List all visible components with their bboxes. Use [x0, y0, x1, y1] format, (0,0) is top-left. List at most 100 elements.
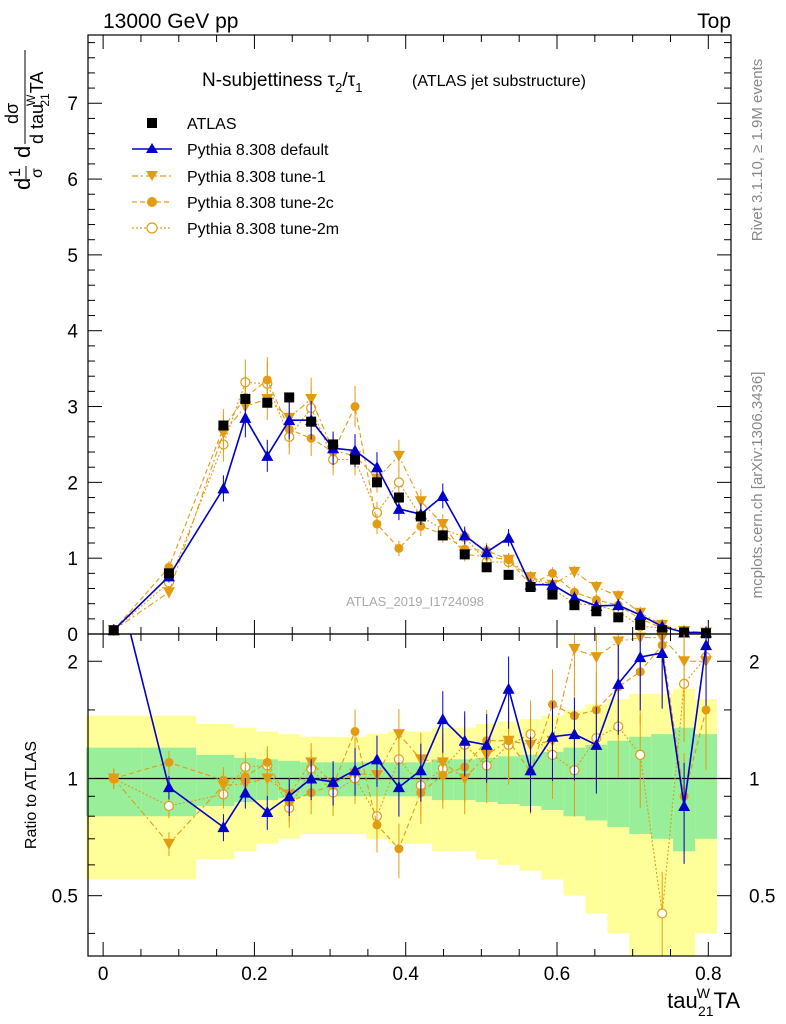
- svg-text:d tauW21TA: d tauW21TA: [24, 72, 52, 144]
- title-tail: (ATLAS jet substructure): [412, 73, 586, 90]
- ylabel-frac1-den: σ: [29, 168, 46, 178]
- ratio-point-tune2c-1: [164, 757, 174, 767]
- ylabel-frac1-num: 1: [7, 168, 24, 177]
- x-tick-label-0.6: 0.6: [544, 964, 570, 985]
- ratio-point-default-6: [305, 772, 318, 784]
- main-series-layer: [107, 357, 713, 639]
- point-atlas-15: [503, 569, 514, 580]
- ratio-point-default-8: [349, 764, 362, 776]
- point-tune1-6: [305, 393, 318, 405]
- analysis-id-label: ATLAS_2019_I1724098: [346, 594, 484, 609]
- x-tick-label-0.4: 0.4: [393, 964, 420, 985]
- ratio-point-tune2m-1: [163, 800, 175, 812]
- title-sub-2: 2: [335, 80, 342, 95]
- legend-entry-tune2m: Pythia 8.308 tune-2m: [132, 221, 339, 238]
- point-tune1-16: [524, 572, 537, 584]
- x-tick-label-0.8: 0.8: [695, 964, 721, 985]
- xlabel-sub: 21: [698, 1003, 714, 1019]
- xlabel-tail: TA: [714, 988, 741, 1013]
- point-default-17: [546, 578, 559, 590]
- ratio-point-default-1: [162, 781, 175, 793]
- ratio-panel-frame: [87, 633, 732, 957]
- legend-label-tune1: Pythia 8.308 tune-1: [187, 169, 326, 186]
- chart-title: N-subjettiness τ2/τ1 (ATLAS jet substruc…: [202, 70, 586, 95]
- title-sub-1: 1: [355, 80, 362, 95]
- point-atlas-14: [481, 562, 492, 573]
- point-default-4: [261, 449, 274, 461]
- point-atlas-19: [591, 606, 602, 617]
- point-default-8: [349, 444, 362, 456]
- ratio-y-tick-label-left-1: 1: [67, 769, 78, 790]
- point-tune1-12: [436, 519, 449, 531]
- point-atlas-1: [163, 568, 174, 579]
- band-green-bin-24: [695, 734, 718, 839]
- process-label: Top: [697, 10, 731, 33]
- ratio-point-default-24: [700, 639, 713, 651]
- point-atlas-20: [613, 612, 624, 623]
- point-atlas-16: [525, 581, 536, 592]
- point-default-15: [502, 531, 515, 543]
- ratio-point-default-3: [239, 786, 252, 798]
- x-axis-label: tauW 21TA: [667, 985, 740, 1019]
- title-slash: /τ: [342, 70, 355, 91]
- ratio-point-tune1-23: [678, 656, 691, 668]
- point-default-12: [436, 490, 449, 502]
- ratio-y-tick-label-left-0.5: 0.5: [52, 887, 78, 908]
- ratio-point-tune1-1: [162, 838, 175, 850]
- x-tick-label-0: 0: [98, 964, 109, 985]
- svg-text:N-subjettiness τ2/τ1: N-subjettiness τ2/τ1: [202, 70, 362, 95]
- point-tune1-2: [217, 428, 230, 440]
- point-atlas-4: [262, 397, 273, 408]
- ratio-point-default-4: [261, 806, 274, 818]
- band-green-bin-22: [651, 734, 674, 839]
- ylabel-frac2-den: d tau: [27, 104, 47, 144]
- x-tick-label-0.2: 0.2: [241, 964, 267, 985]
- legend-entry-tune2c: Pythia 8.308 tune-2c: [132, 195, 334, 212]
- mcplots-side-label: mcplots.cern.ch [arXiv:1306.3436]: [749, 372, 766, 599]
- ratio-point-default-23: [678, 799, 691, 811]
- point-atlas-24: [701, 628, 712, 639]
- point-default-18: [568, 591, 581, 603]
- point-atlas-6: [306, 416, 317, 427]
- point-tune2c-11: [416, 521, 426, 531]
- ratio-point-tune1-20: [612, 636, 625, 648]
- point-default-5: [283, 414, 296, 426]
- point-tune2m-10: [393, 477, 405, 488]
- ratio-y-tick-label-right-0.5: 0.5: [749, 887, 775, 908]
- y-tick-label-5: 5: [67, 246, 78, 267]
- ratio-point-default-14: [480, 738, 493, 750]
- point-default-9: [370, 461, 383, 473]
- y-tick-label-7: 7: [67, 94, 78, 115]
- ratio-point-tune1-13: [458, 773, 471, 785]
- ylabel-d: d: [10, 178, 35, 190]
- ratio-point-tune1-2: [217, 780, 230, 792]
- point-tune1-18: [568, 566, 581, 578]
- point-atlas-22: [657, 625, 668, 636]
- ratio-point-default-20: [612, 677, 625, 689]
- ratio-point-default-2: [217, 821, 230, 833]
- point-atlas-0: [108, 625, 119, 636]
- point-atlas-17: [547, 589, 558, 600]
- point-tune1-11: [414, 496, 427, 508]
- ratio-y-tick-label-right-1: 1: [749, 769, 760, 790]
- ratio-point-tune1-18: [568, 644, 581, 656]
- ratio-y-axis-label: Ratio to ATLAS: [23, 741, 40, 849]
- ratio-point-tune1-4: [261, 773, 274, 785]
- ratio-point-tune2m-22: [657, 908, 668, 919]
- point-default-3: [239, 411, 252, 423]
- point-tune1-15: [502, 554, 515, 566]
- main-y-axis-label: d 1 σ d dσ d tauW21TA: [2, 50, 52, 190]
- y-tick-label-4: 4: [67, 322, 78, 343]
- point-atlas-11: [415, 511, 426, 522]
- ratio-panel: 0.5 0.5 1 1 2 2 0 0.2 0.4 0.6 0.8 Ratio to ATLAS t…: [23, 632, 775, 1019]
- point-atlas-7: [328, 439, 339, 450]
- ratio-point-default-17: [546, 730, 559, 742]
- legend-label-default: Pythia 8.308 default: [187, 142, 329, 159]
- legend-label-atlas: ATLAS: [187, 116, 237, 133]
- y-tick-label-3: 3: [67, 398, 78, 419]
- legend-marker-atlas: [147, 118, 157, 128]
- point-atlas-13: [459, 549, 470, 560]
- legend-entry-atlas: ATLAS: [147, 116, 237, 133]
- ratio-point-default-9: [370, 753, 383, 765]
- ratio-point-default-18: [568, 728, 581, 740]
